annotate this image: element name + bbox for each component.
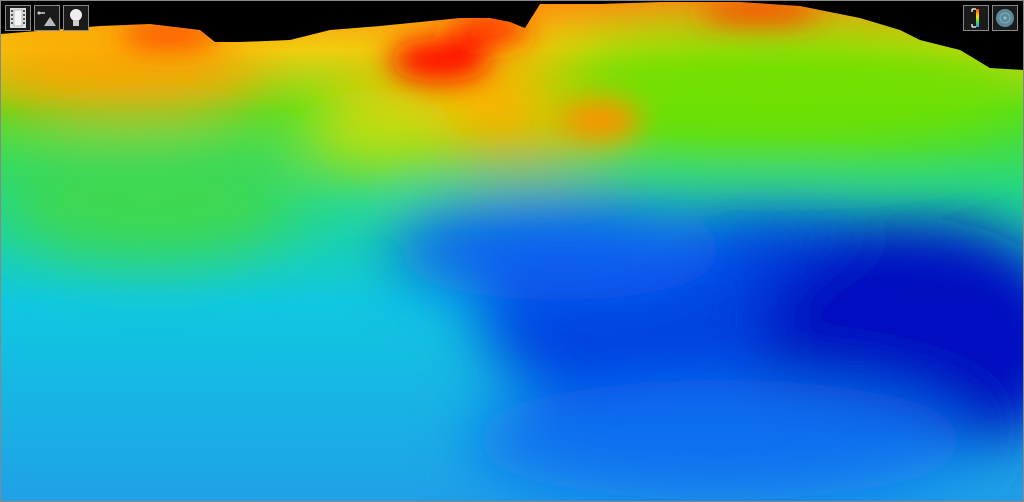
light-bulb-icon	[70, 9, 82, 26]
color-scale-button[interactable]	[963, 5, 989, 31]
film-strip-icon	[10, 8, 26, 28]
compass-disc-icon	[996, 9, 1014, 27]
light-direction-icon	[37, 11, 56, 26]
toolbar-right	[963, 5, 1018, 31]
sky-background	[0, 0, 1024, 70]
animation-button[interactable]	[5, 5, 31, 31]
lighting-button[interactable]	[63, 5, 89, 31]
color-scale-icon	[971, 8, 979, 28]
light-direction-button[interactable]	[34, 5, 60, 31]
orientation-button[interactable]	[992, 5, 1018, 31]
toolbar-left	[5, 5, 89, 31]
